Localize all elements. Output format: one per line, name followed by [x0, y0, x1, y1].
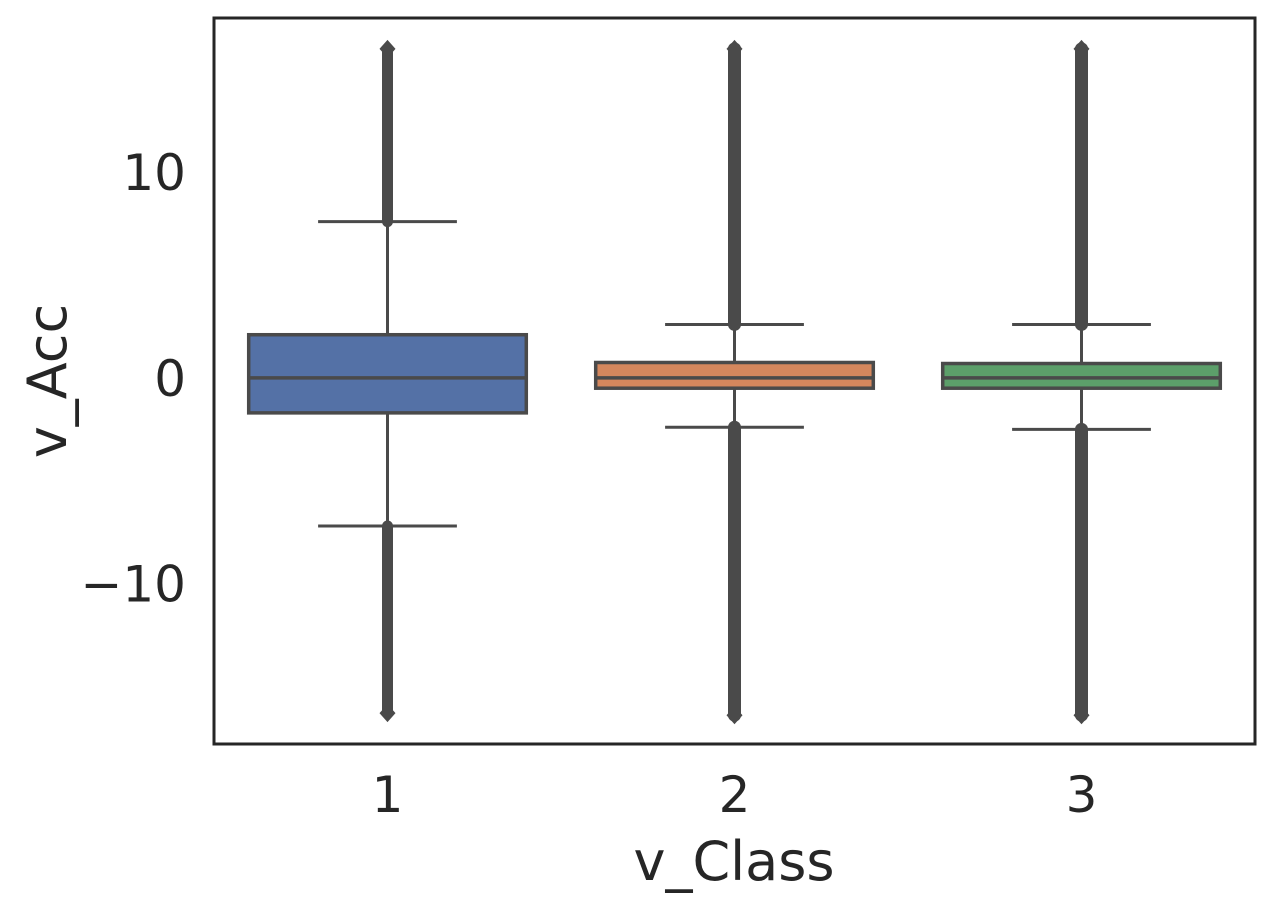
y-axis-label: v_Acc [16, 304, 79, 458]
outlier-marker [1073, 39, 1090, 58]
y-tick-label: −10 [80, 556, 186, 614]
x-axis-ticks: 1 2 3 [372, 766, 1098, 824]
outlier-marker [1073, 706, 1090, 725]
boxes-layer [246, 39, 1223, 725]
y-axis-ticks: −10 0 10 [80, 144, 186, 613]
outlier-marker [379, 704, 396, 723]
box-2 [593, 360, 876, 390]
x-tick-label: 1 [372, 766, 404, 824]
x-axis-label: v_Class [633, 830, 834, 893]
box-3 [940, 361, 1223, 390]
outlier-marker [726, 39, 743, 58]
box-group-2 [593, 39, 876, 725]
outlier-marker [379, 39, 396, 58]
x-tick-label: 3 [1066, 766, 1098, 824]
box-group-3 [940, 39, 1223, 725]
x-tick-label: 2 [719, 766, 751, 824]
box-group-1 [246, 39, 529, 723]
y-tick-label: 0 [154, 350, 186, 408]
y-tick-label: 10 [122, 144, 186, 202]
outlier-marker [726, 706, 743, 725]
box-1 [246, 332, 529, 415]
